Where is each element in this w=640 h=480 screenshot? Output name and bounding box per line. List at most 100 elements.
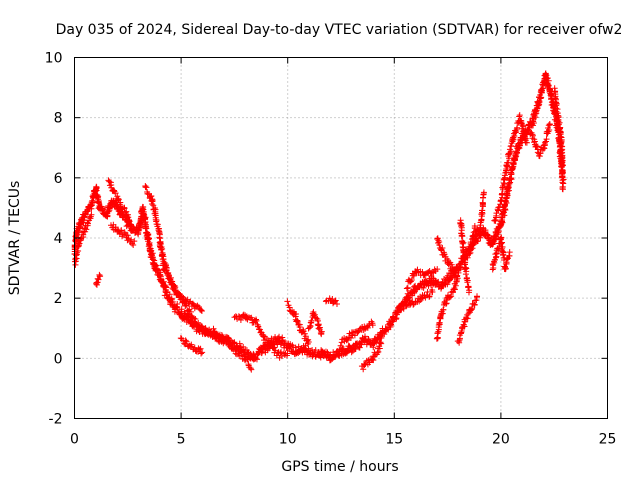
data-point: [462, 318, 469, 325]
data-point: [95, 199, 102, 206]
y-tick-label: 2: [54, 291, 63, 307]
data-point: [480, 194, 487, 201]
data-point: [505, 187, 512, 194]
data-point: [541, 139, 548, 146]
data-point: [467, 239, 474, 246]
data-point: [441, 276, 448, 283]
data-point: [152, 263, 159, 270]
data-point: [506, 249, 513, 256]
data-point: [440, 306, 447, 313]
data-point: [322, 352, 329, 359]
data-point: [244, 356, 251, 363]
data-point: [426, 293, 433, 300]
x-tick-label: 20: [492, 432, 510, 448]
data-point: [444, 272, 451, 279]
x-tick-label: 15: [385, 432, 403, 448]
data-point: [430, 275, 437, 282]
data-point: [496, 204, 503, 211]
data-point: [75, 228, 82, 235]
data-point: [456, 335, 463, 342]
data-marks: [71, 70, 567, 373]
data-point: [422, 270, 429, 277]
data-point: [338, 339, 345, 346]
data-point: [468, 241, 475, 248]
data-point: [540, 144, 547, 151]
y-tick-label: 10: [45, 51, 63, 67]
data-point: [407, 278, 414, 285]
data-point: [126, 218, 133, 225]
x-tick-label: 0: [70, 432, 79, 448]
y-tick-label: 4: [54, 231, 63, 247]
data-point: [248, 366, 255, 373]
data-point: [464, 277, 471, 284]
data-point: [176, 310, 183, 317]
data-point: [151, 257, 158, 264]
data-point: [498, 234, 505, 241]
data-point: [118, 227, 125, 234]
data-point: [512, 153, 519, 160]
data-point: [104, 212, 111, 219]
grid-lines: [74, 57, 608, 419]
data-point: [227, 340, 234, 347]
plot-frame: [74, 57, 608, 419]
data-point: [223, 337, 230, 344]
data-point: [480, 189, 487, 196]
data-point: [142, 214, 149, 221]
data-point: [408, 276, 415, 283]
data-point: [473, 297, 480, 304]
data-point: [434, 236, 441, 243]
data-point: [96, 273, 103, 280]
data-point: [327, 357, 334, 364]
tick-labels: 0 5 10 15 20 25 -2 0 2 4 6 8 10: [45, 51, 617, 448]
data-point: [478, 217, 485, 224]
data-point: [511, 156, 518, 163]
data-point: [182, 337, 189, 344]
data-point: [161, 259, 168, 266]
data-point: [237, 317, 244, 324]
data-point: [505, 159, 512, 166]
data-point: [121, 205, 128, 212]
data-point: [253, 356, 260, 363]
data-point: [292, 310, 299, 317]
data-point: [387, 323, 394, 330]
data-point: [112, 190, 119, 197]
data-point: [83, 226, 90, 233]
data-point: [136, 224, 143, 231]
data-point: [95, 199, 102, 206]
data-point: [160, 278, 167, 285]
data-point: [168, 278, 175, 285]
y-tick-label: 8: [54, 111, 63, 127]
data-point: [498, 239, 505, 246]
data-point: [163, 284, 170, 291]
data-point: [499, 245, 506, 252]
data-point: [556, 119, 563, 126]
data-point: [439, 245, 446, 252]
data-point: [558, 140, 565, 147]
y-tick-label: 0: [54, 351, 63, 367]
data-point: [511, 133, 518, 140]
data-point: [447, 294, 454, 301]
data-point: [90, 193, 97, 200]
data-point: [383, 326, 390, 333]
data-point: [250, 350, 257, 357]
data-point: [458, 224, 465, 231]
data-point: [520, 123, 527, 130]
data-point: [308, 317, 315, 324]
data-point: [375, 348, 382, 355]
data-point: [214, 331, 221, 338]
data-point: [444, 281, 451, 288]
data-point: [131, 238, 138, 245]
data-point: [529, 115, 536, 122]
data-point: [465, 289, 472, 296]
data-point: [521, 132, 528, 139]
data-point: [390, 313, 397, 320]
data-point: [533, 107, 540, 114]
data-point: [503, 199, 510, 206]
data-point: [333, 300, 340, 307]
data-point: [361, 337, 368, 344]
data-point: [535, 102, 542, 109]
data-point: [360, 366, 367, 373]
data-point: [393, 311, 400, 318]
data-point: [526, 118, 533, 125]
data-point: [260, 342, 267, 349]
